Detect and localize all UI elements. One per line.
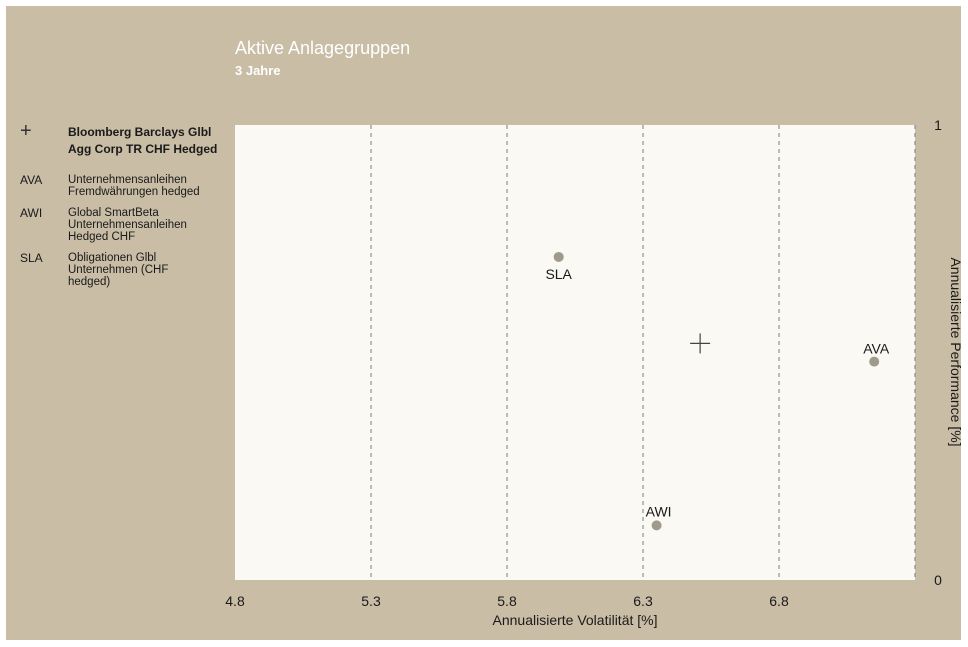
legend: + Bloomberg Barclays Glbl Agg Corp TR CH… (20, 120, 230, 297)
y-axis-label: Annualisierte Performance [%] (948, 257, 964, 447)
data-point-sla (553, 251, 564, 262)
chart-subtitle: 3 Jahre (235, 63, 281, 78)
x-tick-label: 6.8 (769, 593, 789, 609)
y-tick-label: 1 (934, 117, 942, 133)
legend-text-ava: Unternehmensanleihen Fremdwährungen hedg… (68, 174, 200, 198)
x-tick-label: 5.3 (361, 593, 381, 609)
data-label-sla: SLA (545, 266, 572, 282)
legend-item-sla: SLA Obligationen Glbl Unternehmen (CHF h… (20, 251, 230, 289)
legend-item-awi: AWI Global SmartBeta Unternehmensanleihe… (20, 206, 230, 244)
legend-key-ava: AVA (20, 173, 43, 187)
data-point-ava (869, 356, 880, 367)
plot-area (235, 125, 915, 580)
y-tick-label: 0 (934, 572, 942, 588)
data-label-ava: AVA (863, 341, 890, 357)
benchmark-marker (690, 333, 711, 354)
data-label-awi: AWI (646, 503, 672, 519)
legend-item-benchmark: + Bloomberg Barclays Glbl Agg Corp TR CH… (20, 120, 230, 158)
x-tick-label: 6.3 (633, 593, 653, 609)
data-point-awi (651, 520, 662, 531)
legend-key-awi: AWI (20, 206, 43, 220)
x-tick-label: 4.8 (225, 593, 245, 609)
legend-item-ava: AVA Unternehmensanleihen Fremdwährungen … (20, 173, 230, 199)
legend-text-benchmark: Bloomberg Barclays Glbl Agg Corp TR CHF … (68, 125, 218, 156)
chart-title: Aktive Anlagegruppen (235, 38, 411, 58)
x-tick-label: 5.8 (497, 593, 517, 609)
legend-text-awi: Global SmartBeta Unternehmensanleihen He… (68, 207, 187, 243)
legend-key-benchmark: + (20, 120, 32, 142)
legend-text-sla: Obligationen Glbl Unternehmen (CHF hedge… (68, 252, 169, 288)
x-axis-label: Annualisierte Volatilität [%] (492, 612, 658, 628)
legend-key-sla: SLA (20, 251, 43, 265)
